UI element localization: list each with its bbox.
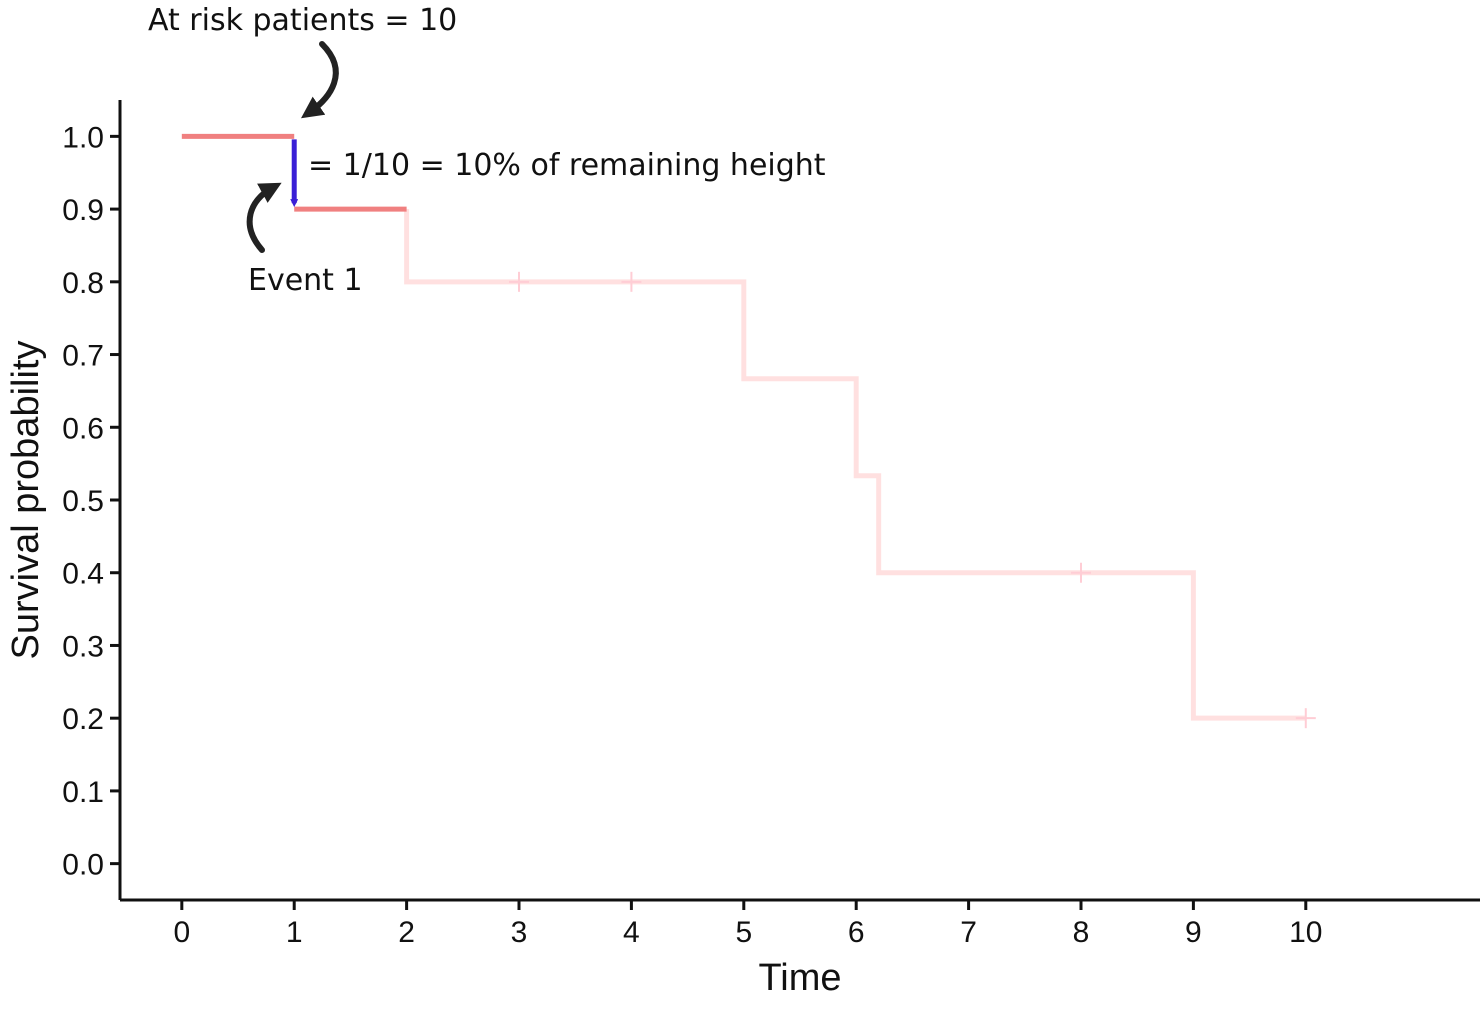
- y-tick-label: 1.0: [62, 121, 104, 154]
- x-tick-label: 2: [398, 916, 415, 949]
- censor-mark: [1295, 708, 1316, 729]
- x-tick-label: 7: [960, 916, 977, 949]
- at-risk-pointer-arrow: [300, 41, 339, 119]
- censor-mark: [1070, 562, 1091, 583]
- x-axis-title: Time: [758, 957, 841, 999]
- at-risk-annotation: At risk patients = 10: [148, 3, 457, 38]
- event-pointer-arrow: [246, 182, 282, 253]
- x-ticks: 0 1 2 3 4 5 6 7 8 9 10: [173, 900, 1322, 949]
- x-tick-label: 5: [735, 916, 752, 949]
- x-tick-label: 10: [1289, 916, 1322, 949]
- y-tick-label: 0.5: [62, 485, 104, 518]
- faded-survival-curve: [404, 209, 1306, 721]
- event-annotation: Event 1: [248, 263, 363, 298]
- x-tick-label: 1: [286, 916, 303, 949]
- y-tick-label: 0.2: [62, 703, 104, 736]
- y-tick-label: 0.9: [62, 194, 104, 227]
- y-tick-label: 0.7: [62, 340, 104, 373]
- censor-marks: [509, 271, 1316, 729]
- censor-mark: [509, 271, 530, 292]
- y-tick-label: 0.3: [62, 630, 104, 663]
- y-tick-label: 0.1: [62, 776, 104, 809]
- censor-mark: [621, 271, 642, 292]
- x-tick-label: 8: [1073, 916, 1090, 949]
- x-tick-label: 6: [848, 916, 865, 949]
- highlighted-survival-curve: [181, 133, 407, 212]
- fraction-annotation: = 1/10 = 10% of remaining height: [308, 148, 826, 183]
- y-ticks: 0.0 0.1 0.2 0.3 0.4 0.5 0.6 0.7 0.8 0.9 1.0: [62, 121, 120, 882]
- faded-curve-line: [404, 209, 1306, 721]
- y-tick-label: 0.6: [62, 412, 104, 445]
- y-tick-label: 0.0: [62, 849, 104, 882]
- x-tick-label: 9: [1185, 916, 1202, 949]
- x-tick-label: 0: [173, 916, 190, 949]
- x-tick-label: 4: [623, 916, 640, 949]
- y-axis-title: Survival probability: [5, 341, 47, 660]
- x-tick-label: 3: [511, 916, 528, 949]
- y-tick-label: 0.4: [62, 558, 104, 591]
- y-tick-label: 0.8: [62, 267, 104, 300]
